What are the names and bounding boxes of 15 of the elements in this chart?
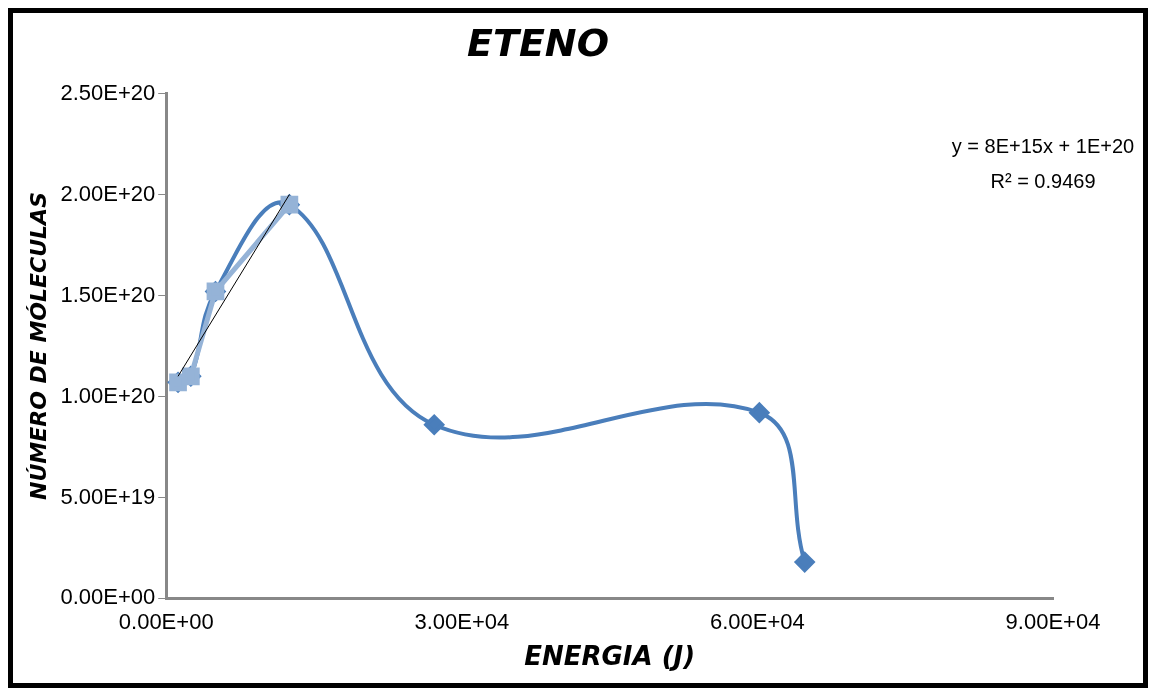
y-axis-title: NÚMERO DE MÓLECULAS (25, 192, 51, 500)
y-tick-label: 1.50E+20 (60, 281, 156, 307)
chart-title: ETENO (467, 20, 609, 65)
x-tick-label: 3.00E+04 (414, 608, 510, 634)
y-tick-label: 1.00E+20 (60, 382, 156, 408)
x-tick-label: 9.00E+04 (1005, 608, 1101, 634)
y-tick-label: 2.50E+20 (60, 79, 156, 105)
annotation: R² = 0.9469 (990, 170, 1096, 192)
x-axis-title: ENERGIA (J) (524, 641, 696, 672)
y-tick-label: 2.00E+20 (60, 180, 156, 206)
x-tick-label: 6.00E+04 (710, 608, 805, 634)
annotation: y = 8E+15x + 1E+20 (951, 135, 1135, 157)
x-tick-label: 0.00E+00 (118, 608, 214, 634)
y-tick-label: 0.00E+00 (60, 584, 156, 610)
y-tick-label: 5.00E+19 (60, 483, 156, 509)
